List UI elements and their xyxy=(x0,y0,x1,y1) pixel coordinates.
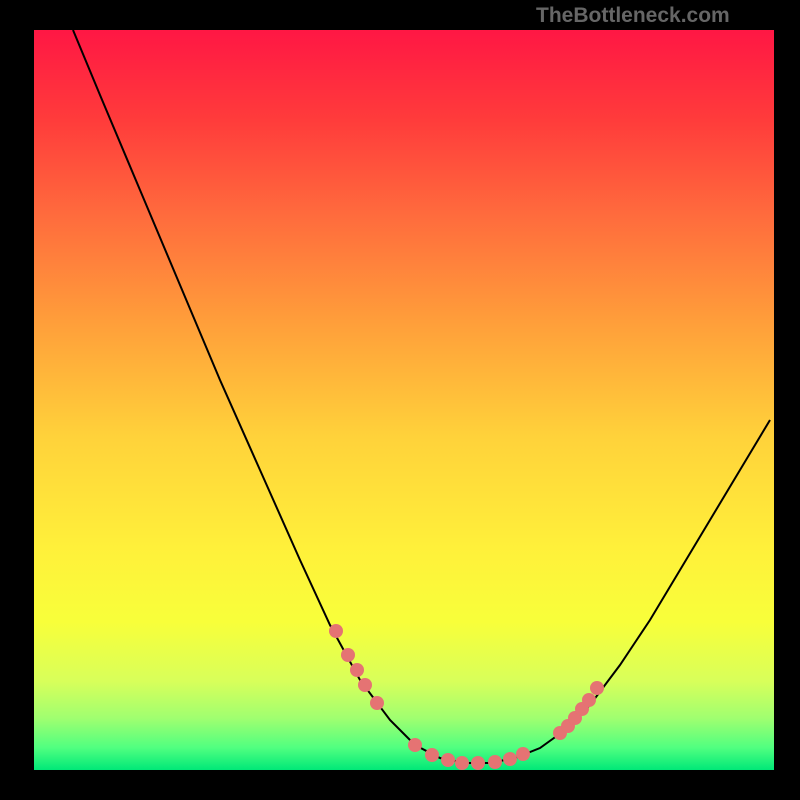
data-marker xyxy=(358,678,372,692)
chart-background xyxy=(34,30,774,770)
data-marker xyxy=(590,681,604,695)
data-marker xyxy=(329,624,343,638)
data-marker xyxy=(488,755,502,769)
data-marker xyxy=(441,753,455,767)
data-marker xyxy=(408,738,422,752)
data-marker xyxy=(341,648,355,662)
data-marker xyxy=(503,752,517,766)
data-marker xyxy=(425,748,439,762)
data-marker xyxy=(582,693,596,707)
watermark-text: TheBottleneck.com xyxy=(536,4,730,28)
data-marker xyxy=(471,756,485,770)
data-marker xyxy=(350,663,364,677)
data-marker xyxy=(516,747,530,761)
data-marker xyxy=(455,756,469,770)
data-marker xyxy=(370,696,384,710)
